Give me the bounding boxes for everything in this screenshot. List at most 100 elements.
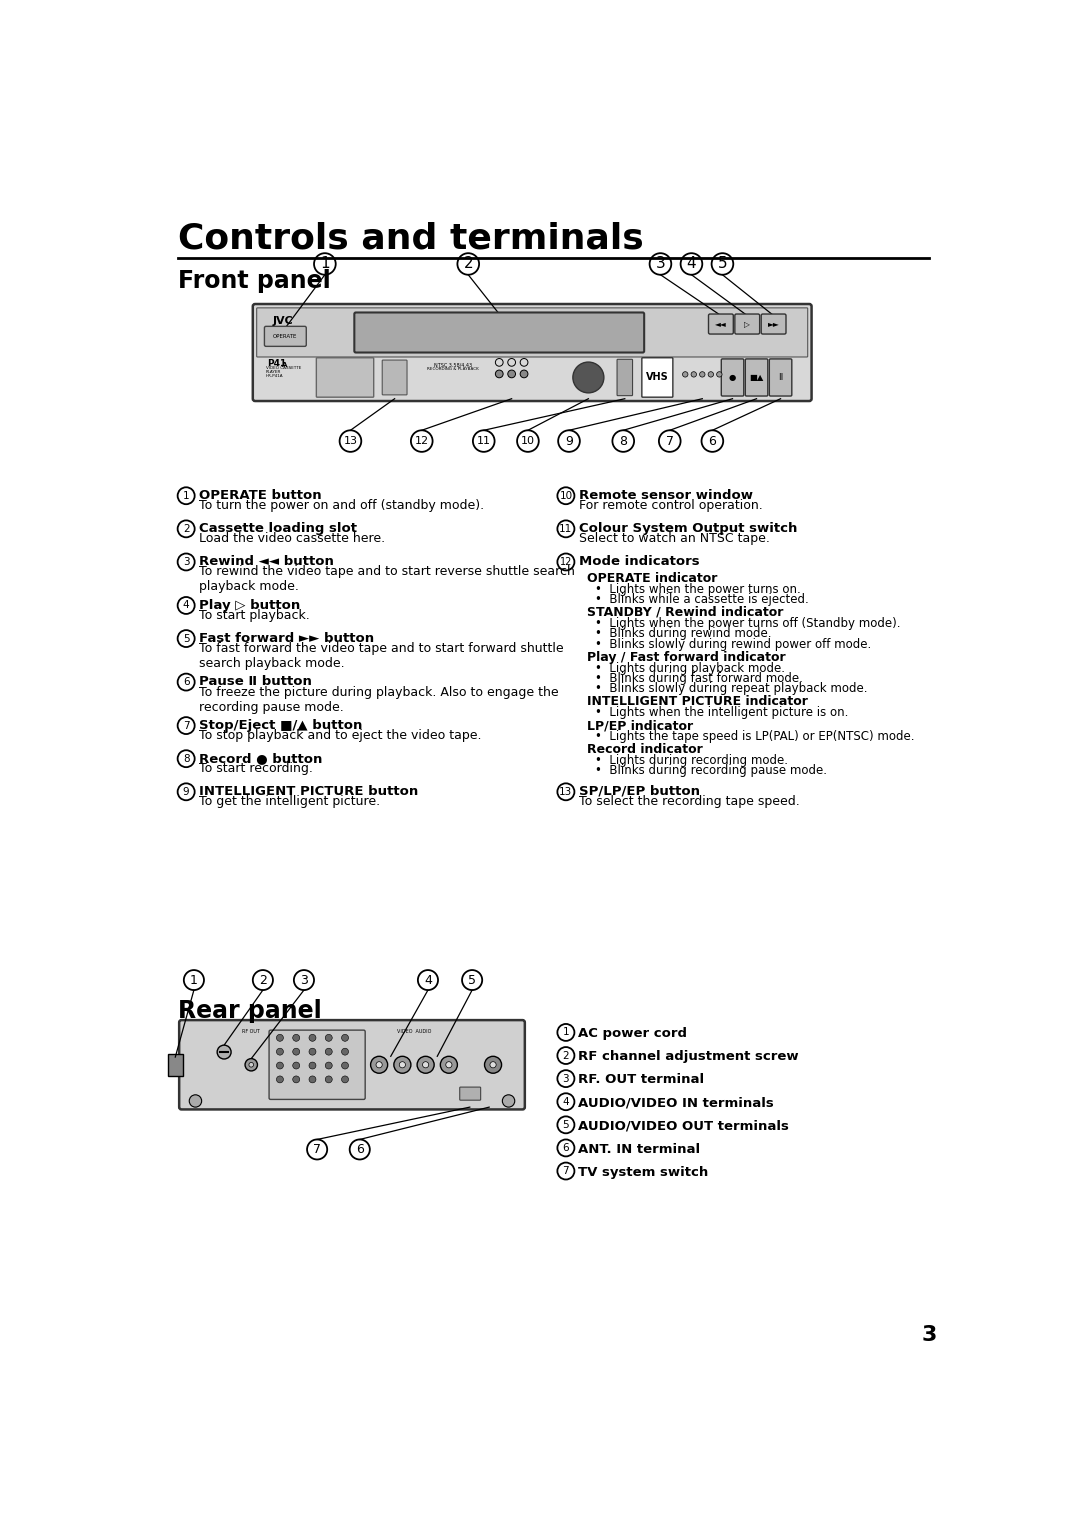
Text: 11: 11 bbox=[559, 523, 572, 534]
Text: To get the intelligent picture.: To get the intelligent picture. bbox=[200, 795, 380, 809]
Circle shape bbox=[572, 362, 604, 392]
Text: ■▲: ■▲ bbox=[750, 372, 764, 382]
Text: Stop/Eject ■/▲ button: Stop/Eject ■/▲ button bbox=[200, 719, 363, 731]
Circle shape bbox=[276, 1076, 283, 1083]
Text: P41: P41 bbox=[268, 359, 287, 368]
Text: Rear panel: Rear panel bbox=[177, 1000, 322, 1024]
FancyBboxPatch shape bbox=[769, 359, 792, 397]
Text: Remote sensor window: Remote sensor window bbox=[579, 488, 753, 502]
Circle shape bbox=[293, 1048, 299, 1054]
Circle shape bbox=[341, 1062, 349, 1070]
Text: PLAYER: PLAYER bbox=[266, 371, 282, 374]
Text: •  Lights the tape speed is LP(PAL) or EP(NTSC) mode.: • Lights the tape speed is LP(PAL) or EP… bbox=[595, 731, 914, 743]
Circle shape bbox=[683, 372, 688, 377]
Text: VHS: VHS bbox=[646, 372, 669, 383]
Text: Record ● button: Record ● button bbox=[200, 752, 323, 765]
Text: Play ▷ button: Play ▷ button bbox=[200, 598, 300, 612]
Text: ANT. IN terminal: ANT. IN terminal bbox=[578, 1143, 701, 1155]
Text: JVC: JVC bbox=[272, 316, 293, 325]
Circle shape bbox=[248, 1062, 254, 1067]
Text: For remote control operation.: For remote control operation. bbox=[579, 499, 762, 513]
Circle shape bbox=[325, 1035, 333, 1041]
Circle shape bbox=[293, 1035, 299, 1041]
Text: 1: 1 bbox=[320, 256, 329, 272]
Text: NTSC 3.58/4.43: NTSC 3.58/4.43 bbox=[434, 362, 472, 368]
Text: 12: 12 bbox=[415, 436, 429, 446]
Text: 3: 3 bbox=[563, 1074, 569, 1083]
Circle shape bbox=[325, 1062, 333, 1070]
Circle shape bbox=[490, 1062, 496, 1068]
Text: •  Lights when the power turns on.: • Lights when the power turns on. bbox=[595, 583, 800, 595]
Text: •  Lights during playback mode.: • Lights during playback mode. bbox=[595, 662, 784, 674]
Text: 1: 1 bbox=[183, 491, 189, 501]
Text: ●: ● bbox=[729, 372, 737, 382]
Text: •  Blinks during rewind mode.: • Blinks during rewind mode. bbox=[595, 627, 771, 641]
Text: VIDEO CASSETTE: VIDEO CASSETTE bbox=[266, 366, 301, 371]
Circle shape bbox=[400, 1062, 405, 1068]
FancyBboxPatch shape bbox=[734, 314, 759, 334]
Circle shape bbox=[276, 1062, 283, 1070]
Text: RECORDING & PLAYBACK: RECORDING & PLAYBACK bbox=[427, 366, 478, 371]
Text: •  Blinks during recording pause mode.: • Blinks during recording pause mode. bbox=[595, 765, 826, 777]
Text: 8: 8 bbox=[183, 754, 189, 763]
Text: 4: 4 bbox=[563, 1097, 569, 1106]
Text: Play / Fast forward indicator: Play / Fast forward indicator bbox=[586, 650, 785, 664]
Circle shape bbox=[508, 371, 515, 378]
FancyBboxPatch shape bbox=[721, 359, 744, 397]
Circle shape bbox=[708, 372, 714, 377]
Text: VIDEO  AUDIO: VIDEO AUDIO bbox=[396, 1029, 431, 1033]
Text: 4: 4 bbox=[687, 256, 697, 272]
Text: 3: 3 bbox=[183, 557, 189, 568]
FancyBboxPatch shape bbox=[179, 1019, 525, 1109]
Text: 3: 3 bbox=[656, 256, 665, 272]
Text: TV system switch: TV system switch bbox=[578, 1166, 708, 1178]
Text: •  Lights when the power turns off (Standby mode).: • Lights when the power turns off (Stand… bbox=[595, 617, 900, 630]
Circle shape bbox=[341, 1035, 349, 1041]
Text: 8: 8 bbox=[619, 435, 627, 447]
Text: A: A bbox=[282, 362, 287, 368]
Text: AUDIO/VIDEO IN terminals: AUDIO/VIDEO IN terminals bbox=[578, 1096, 774, 1109]
Text: OPERATE button: OPERATE button bbox=[200, 488, 322, 502]
Text: •  Lights during recording mode.: • Lights during recording mode. bbox=[595, 754, 787, 768]
Text: •  Blinks slowly during repeat playback mode.: • Blinks slowly during repeat playback m… bbox=[595, 682, 867, 696]
Circle shape bbox=[422, 1062, 429, 1068]
Text: •  Lights when the intelligent picture is on.: • Lights when the intelligent picture is… bbox=[595, 707, 848, 719]
Text: ▷: ▷ bbox=[744, 319, 751, 328]
Circle shape bbox=[293, 1076, 299, 1083]
Text: 5: 5 bbox=[563, 1120, 569, 1129]
Text: Cassette loading slot: Cassette loading slot bbox=[200, 522, 357, 536]
FancyBboxPatch shape bbox=[708, 314, 733, 334]
Circle shape bbox=[325, 1076, 333, 1083]
Text: RF. OUT terminal: RF. OUT terminal bbox=[578, 1073, 704, 1087]
Circle shape bbox=[189, 1094, 202, 1108]
FancyBboxPatch shape bbox=[265, 327, 307, 346]
Text: AC power cord: AC power cord bbox=[578, 1027, 687, 1041]
Text: AUDIO/VIDEO OUT terminals: AUDIO/VIDEO OUT terminals bbox=[578, 1120, 789, 1132]
Text: 3: 3 bbox=[300, 974, 308, 987]
Text: 6: 6 bbox=[355, 1143, 364, 1157]
FancyBboxPatch shape bbox=[745, 359, 768, 397]
Text: 2: 2 bbox=[463, 256, 473, 272]
Circle shape bbox=[325, 1048, 333, 1054]
FancyBboxPatch shape bbox=[253, 304, 811, 401]
Text: INTELLIGENT PICTURE button: INTELLIGENT PICTURE button bbox=[200, 784, 419, 798]
Text: 10: 10 bbox=[521, 436, 535, 446]
Text: 5: 5 bbox=[468, 974, 476, 987]
Text: To rewind the video tape and to start reverse shuttle search
playback mode.: To rewind the video tape and to start re… bbox=[200, 566, 576, 594]
Text: 12: 12 bbox=[559, 557, 572, 568]
Text: •  Blinks during fast forward mode.: • Blinks during fast forward mode. bbox=[595, 671, 802, 685]
Text: 9: 9 bbox=[183, 787, 189, 797]
Text: Record indicator: Record indicator bbox=[586, 743, 703, 755]
Text: 3: 3 bbox=[921, 1325, 937, 1344]
Circle shape bbox=[370, 1056, 388, 1073]
Text: To stop playback and to eject the video tape.: To stop playback and to eject the video … bbox=[200, 729, 482, 742]
Circle shape bbox=[309, 1062, 316, 1070]
Circle shape bbox=[276, 1048, 283, 1054]
Text: STANDBY / Rewind indicator: STANDBY / Rewind indicator bbox=[586, 606, 783, 620]
Circle shape bbox=[700, 372, 705, 377]
Circle shape bbox=[276, 1035, 283, 1041]
Text: INTELLIGENT PICTURE indicator: INTELLIGENT PICTURE indicator bbox=[586, 696, 808, 708]
Text: Load the video cassette here.: Load the video cassette here. bbox=[200, 533, 386, 545]
Circle shape bbox=[309, 1048, 316, 1054]
Text: To freeze the picture during playback. Also to engage the
recording pause mode.: To freeze the picture during playback. A… bbox=[200, 685, 559, 714]
